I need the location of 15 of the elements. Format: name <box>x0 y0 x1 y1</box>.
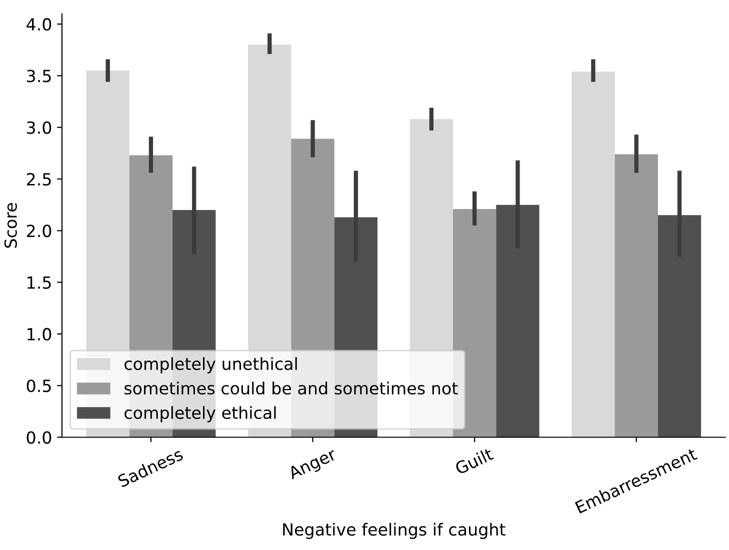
y-tick-label: 1.5 <box>28 276 51 289</box>
y-tick-label: 2.0 <box>26 224 52 238</box>
y-tick-label: 1.0 <box>28 328 52 341</box>
legend-label: completely unethical <box>124 357 297 374</box>
x-axis-title: Negative feelings if caught <box>283 522 506 539</box>
y-tick-label: 0.0 <box>26 431 52 444</box>
x-tick-label: Guilt <box>454 447 494 475</box>
y-tick-label: 3.0 <box>27 121 52 134</box>
y-tick-label: 3.5 <box>27 70 51 82</box>
y-axis-title: Score <box>4 203 17 248</box>
y-tick-label: 2.5 <box>26 172 51 186</box>
y-tick-label: 4.0 <box>26 18 52 31</box>
y-tick-label: 0.5 <box>26 380 51 392</box>
legend-label: completely ethical <box>124 406 276 422</box>
legend-label: sometimes could be and sometimes not <box>124 382 458 395</box>
